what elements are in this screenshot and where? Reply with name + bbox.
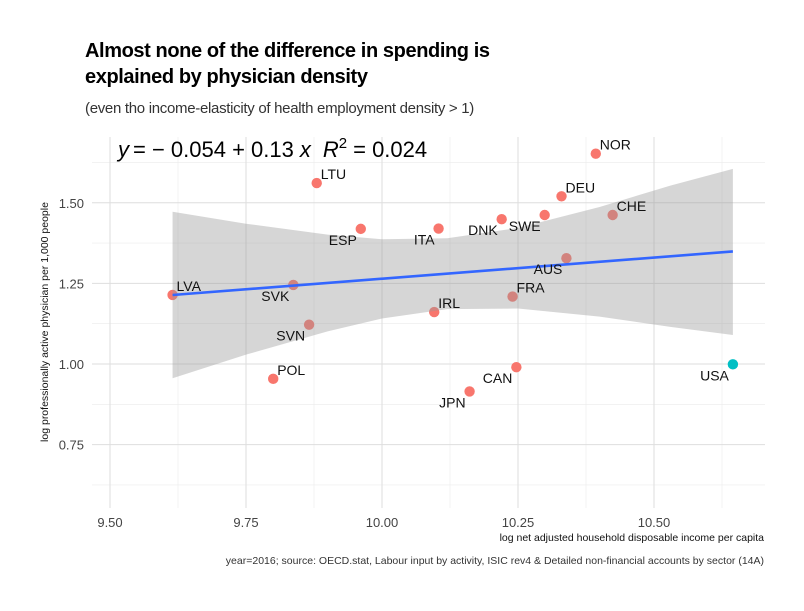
regression-equation: y = − 0.054 + 0.13 x R2 = 0.024 [116, 135, 427, 162]
x-tick-label: 9.50 [97, 515, 122, 530]
chart-title-line2: explained by physician density [85, 66, 369, 88]
points-layer [167, 148, 739, 397]
fit-line [172, 250, 733, 297]
x-tick-label: 9.75 [233, 515, 258, 530]
point-label-jpn: JPN [439, 394, 465, 410]
point-label-ltu: LTU [321, 166, 346, 182]
data-point-usa [727, 359, 739, 370]
y-axis-label: log professionally active physician per … [39, 202, 51, 442]
data-point-swe [539, 209, 550, 221]
eq-var: x [299, 137, 312, 162]
data-point-esp [355, 223, 366, 235]
data-point-irl [429, 306, 440, 318]
eq-r2-value: = 0.024 [353, 137, 427, 162]
eq-r2-label: R [323, 137, 339, 162]
data-point-fra [507, 291, 518, 302]
point-label-lva: LVA [177, 278, 202, 294]
y-tick-label: 1.00 [59, 357, 84, 372]
x-tick-label: 10.00 [366, 515, 399, 530]
point-label-can: CAN [483, 370, 513, 386]
data-point-nor [590, 148, 601, 159]
data-point-deu [556, 191, 567, 202]
point-label-pol: POL [277, 362, 305, 378]
point-label-swe: SWE [509, 218, 541, 234]
eq-lhs: y [116, 137, 131, 162]
y-tick-label: 0.75 [59, 438, 84, 453]
point-label-usa: USA [700, 367, 729, 383]
ticks-layer: 9.50 9.75 10.00 10.25 10.50 0.75 1.00 1.25 1.50 [59, 196, 671, 530]
chart-subtitle: (even tho income-elasticity of health em… [85, 100, 474, 117]
data-point-jpn [464, 386, 475, 397]
x-axis-label: log net adjusted household disposable in… [500, 532, 765, 544]
point-label-svk: SVK [261, 288, 290, 304]
point-label-dnk: DNK [468, 222, 498, 238]
caption: year=2016; source: OECD.stat, Labour inp… [226, 555, 764, 567]
point-label-esp: ESP [329, 232, 357, 248]
point-label-irl: IRL [438, 295, 460, 311]
data-point-ita [433, 223, 444, 234]
data-point-dnk [496, 213, 507, 225]
eq-rhs: = − 0.054 + 0.13 [133, 137, 294, 162]
data-point-ltu [311, 177, 322, 189]
y-tick-label: 1.25 [59, 276, 84, 291]
point-label-fra: FRA [517, 280, 546, 296]
point-label-svn: SVN [276, 328, 305, 344]
point-label-nor: NOR [600, 137, 631, 153]
point-label-aus: AUS [534, 261, 563, 277]
chart-title-line1: Almost none of the difference in spendin… [85, 40, 490, 62]
data-point-che [607, 209, 618, 221]
grid [92, 137, 765, 508]
point-label-deu: DEU [566, 179, 596, 195]
x-tick-label: 10.25 [502, 515, 535, 530]
point-labels-layer: LVA SVK SVN POL LTU ESP ITA IRL DNK SWE DEU NOR CHE A… [177, 137, 730, 411]
point-label-ita: ITA [414, 232, 435, 248]
x-tick-label: 10.50 [638, 515, 671, 530]
fit-line-layer [172, 250, 733, 297]
data-point-can [511, 362, 522, 373]
eq-r2-sup: 2 [339, 135, 347, 152]
data-point-pol [268, 373, 279, 385]
point-label-che: CHE [617, 198, 647, 214]
data-point-aus [561, 253, 572, 264]
y-tick-label: 1.50 [59, 196, 84, 211]
data-point-svn [303, 319, 315, 330]
